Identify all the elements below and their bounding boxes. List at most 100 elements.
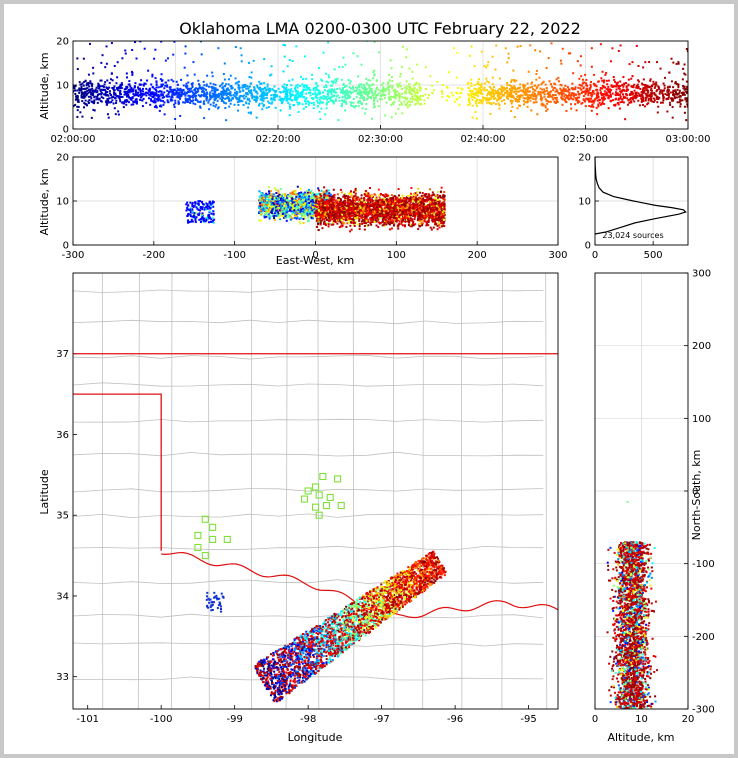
source-point	[491, 89, 494, 92]
source-point	[629, 98, 632, 101]
source-point	[349, 95, 352, 98]
source-point	[311, 205, 314, 208]
source-point	[200, 215, 203, 218]
source-point	[172, 80, 175, 83]
source-point	[83, 92, 86, 95]
source-point	[303, 203, 306, 206]
source-point	[106, 91, 109, 94]
source-point	[641, 83, 644, 86]
source-point	[398, 92, 401, 95]
source-point	[455, 76, 458, 79]
source-point	[275, 209, 278, 212]
source-point	[672, 99, 675, 102]
source-point	[130, 98, 133, 101]
source-point	[609, 100, 612, 103]
source-point	[549, 100, 552, 103]
source-point	[266, 83, 269, 86]
source-point	[605, 91, 608, 94]
source-point	[184, 52, 187, 55]
source-point	[263, 193, 266, 196]
source-point	[183, 66, 186, 69]
source-point	[626, 97, 629, 100]
source-point	[295, 193, 298, 196]
source-point	[302, 78, 305, 81]
source-point	[282, 193, 285, 196]
source-point	[581, 78, 584, 81]
source-point	[291, 191, 294, 194]
source-point	[284, 193, 287, 196]
source-point	[311, 203, 314, 206]
source-point	[263, 209, 266, 212]
source-point	[277, 214, 280, 217]
source-point	[279, 203, 282, 206]
source-point	[470, 78, 473, 81]
source-point	[311, 214, 314, 217]
source-point	[149, 91, 152, 94]
source-point	[640, 98, 643, 101]
source-point	[188, 89, 191, 92]
source-point	[409, 92, 412, 95]
source-point	[207, 216, 210, 219]
source-point	[373, 102, 376, 105]
source-point	[270, 65, 273, 68]
source-point	[263, 97, 266, 100]
source-point	[178, 91, 181, 94]
source-point	[152, 91, 155, 94]
source-point	[189, 90, 192, 93]
source-point	[132, 90, 135, 93]
source-point	[292, 211, 295, 214]
source-point	[200, 205, 203, 208]
source-point	[533, 101, 536, 104]
source-point	[524, 88, 527, 91]
source-point	[277, 189, 280, 192]
source-point	[479, 100, 482, 103]
source-point	[305, 209, 308, 212]
source-point	[288, 203, 291, 206]
source-point	[554, 101, 557, 104]
source-point	[334, 98, 337, 101]
source-point	[154, 88, 157, 91]
source-point	[182, 101, 185, 104]
source-point	[259, 98, 262, 101]
source-point	[323, 198, 326, 201]
source-point	[357, 100, 360, 103]
source-point	[637, 80, 640, 83]
source-point	[106, 79, 109, 82]
source-point	[191, 94, 194, 97]
source-point	[446, 94, 449, 97]
source-point	[376, 100, 379, 103]
source-point	[86, 83, 89, 86]
source-point	[625, 85, 628, 88]
source-point	[335, 213, 338, 216]
source-point	[488, 81, 491, 84]
source-point	[478, 99, 481, 102]
source-point	[253, 98, 256, 101]
source-point	[234, 82, 237, 85]
source-point	[289, 95, 292, 98]
source-point	[682, 92, 685, 95]
source-point	[202, 203, 205, 206]
source-point	[564, 93, 567, 96]
source-point	[102, 97, 105, 100]
source-point	[253, 86, 256, 89]
source-point	[177, 102, 180, 105]
source-point	[523, 85, 526, 88]
source-point	[135, 94, 138, 97]
source-point	[214, 90, 217, 93]
source-point	[683, 105, 686, 108]
source-point	[418, 82, 421, 85]
source-point	[145, 94, 148, 97]
source-point	[358, 86, 361, 89]
source-point	[631, 97, 634, 100]
source-point	[325, 103, 328, 106]
source-point	[229, 74, 232, 77]
source-point	[206, 97, 209, 100]
source-point	[686, 97, 688, 100]
source-point	[263, 202, 266, 205]
source-point	[209, 203, 212, 206]
source-point	[372, 77, 375, 80]
source-point	[547, 94, 550, 97]
source-point	[293, 209, 296, 212]
source-point	[654, 93, 657, 96]
source-point	[278, 209, 281, 212]
